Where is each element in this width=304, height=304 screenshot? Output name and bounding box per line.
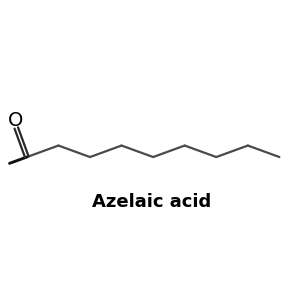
Text: Azelaic acid: Azelaic acid [92, 193, 212, 211]
Text: O: O [8, 111, 23, 130]
